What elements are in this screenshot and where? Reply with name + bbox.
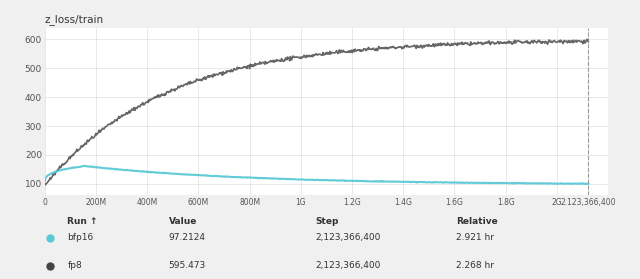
Text: 595.473: 595.473 <box>169 261 206 270</box>
Text: 2,123,366,400: 2,123,366,400 <box>315 261 381 270</box>
Text: 97.2124: 97.2124 <box>169 233 205 242</box>
Text: 2.921 hr: 2.921 hr <box>456 233 494 242</box>
Text: 2.268 hr: 2.268 hr <box>456 261 494 270</box>
Text: 2,123,366,400: 2,123,366,400 <box>315 233 381 242</box>
Text: Step: Step <box>315 217 339 226</box>
Text: fp8: fp8 <box>67 261 82 270</box>
Text: Value: Value <box>169 217 197 226</box>
Text: Relative: Relative <box>456 217 498 226</box>
Text: Run ↑: Run ↑ <box>67 217 98 226</box>
Text: bfp16: bfp16 <box>67 233 93 242</box>
Text: z_loss/train: z_loss/train <box>45 14 104 25</box>
